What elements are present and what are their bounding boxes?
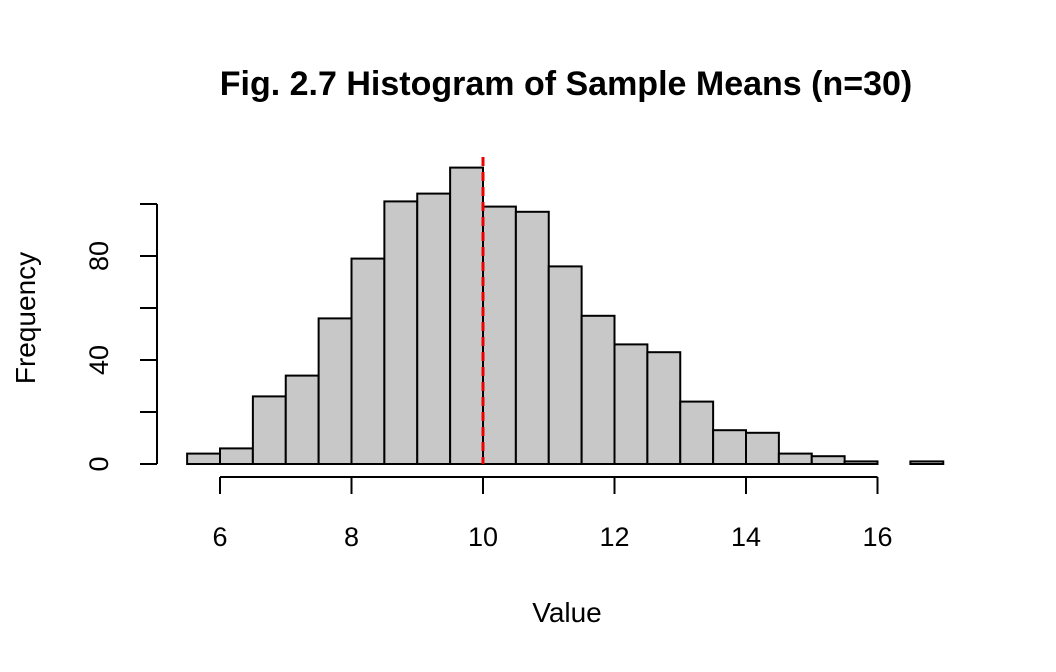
histogram-bar	[416, 192, 452, 465]
x-tick-label: 10	[468, 522, 498, 552]
histogram-bar	[810, 455, 846, 466]
histogram-bar	[251, 395, 287, 465]
y-tick-label: 0	[84, 456, 114, 471]
y-axis: 0 40 80	[84, 203, 158, 472]
histogram-bar	[777, 452, 813, 466]
histogram-bar	[712, 429, 747, 466]
histogram-bar	[613, 343, 649, 465]
histogram-bar	[679, 400, 715, 466]
histogram-bar	[547, 265, 583, 465]
histogram-bar	[482, 205, 517, 465]
bars-group	[186, 166, 945, 466]
y-tick-label: 40	[84, 345, 114, 375]
histogram-bar	[284, 374, 320, 466]
histogram-bar	[186, 452, 221, 466]
histogram-bar	[580, 314, 616, 465]
y-axis-label: Frequency	[10, 252, 41, 384]
x-tick-label: 16	[862, 522, 892, 552]
x-tick-label: 12	[599, 522, 629, 552]
y-tick-label: 80	[84, 241, 114, 271]
x-axis: 6 8 10 12 14 16	[212, 476, 893, 552]
histogram-bar	[219, 447, 254, 465]
histogram-bar	[843, 460, 879, 465]
x-axis-label: Value	[532, 597, 602, 628]
histogram-bar	[317, 317, 353, 465]
histogram-bar	[514, 210, 550, 465]
x-tick-label: 6	[212, 522, 227, 552]
x-tick-label: 14	[731, 522, 761, 552]
chart-title: Fig. 2.7 Histogram of Sample Means (n=30…	[220, 65, 912, 103]
histogram-bar	[449, 166, 484, 465]
x-tick-label: 8	[344, 522, 359, 552]
histogram-bar	[646, 351, 682, 466]
histogram-bar	[909, 460, 945, 465]
histogram-bar	[745, 431, 780, 465]
histogram-bar	[350, 257, 386, 465]
histogram-bar	[383, 200, 419, 465]
